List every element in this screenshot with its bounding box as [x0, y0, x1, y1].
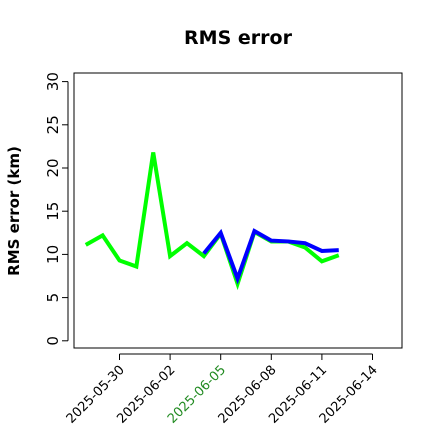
y-tick-label: 25 — [44, 115, 62, 134]
y-axis: 0 5 10 15 20 25 30 — [44, 72, 69, 346]
y-tick-label: 15 — [44, 202, 62, 221]
y-tick-label: 10 — [44, 245, 62, 264]
y-tick-label: 5 — [44, 293, 62, 303]
y-tick-label: 30 — [44, 72, 62, 91]
plot-frame — [73, 72, 403, 349]
y-tick-label: 20 — [44, 158, 62, 177]
x-axis: 2025-05-302025-06-022025-06-052025-06-08… — [64, 353, 381, 427]
series-line-1 — [84, 152, 340, 291]
y-tick-label: 0 — [44, 336, 62, 346]
chart-title: RMS error — [184, 27, 293, 49]
series-layer — [84, 152, 340, 291]
y-axis-label: RMS error (km) — [5, 146, 23, 276]
series-line-2 — [202, 228, 339, 285]
